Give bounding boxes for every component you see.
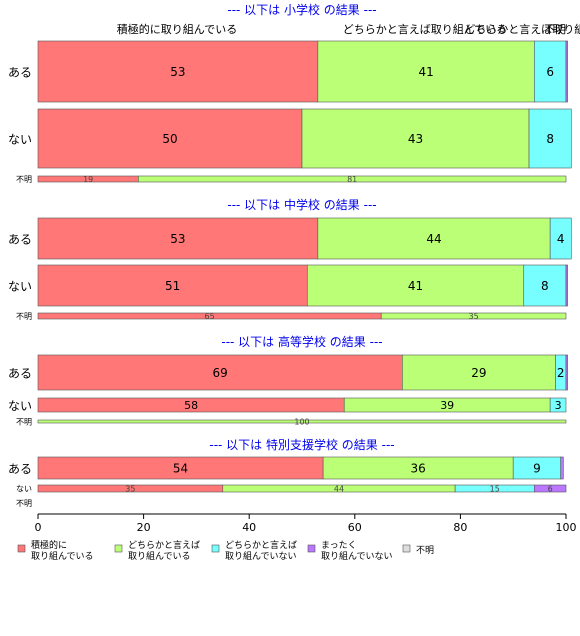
bar-data-label: 54 [173, 462, 188, 476]
bar-data-label: 36 [411, 462, 426, 476]
bar-data-label: 50 [162, 132, 177, 146]
legend-label-line: まったく [321, 540, 357, 551]
row-label: 不明 [16, 175, 32, 184]
bar-segment [37, 264, 308, 307]
legend-label-line: どちらかと言えば [128, 539, 200, 551]
bar-data-label: 2 [557, 366, 565, 380]
bar-segment [534, 40, 567, 103]
x-tick-label: 60 [348, 521, 362, 534]
panel-title: --- 以下は 中学校 の結果 --- [227, 197, 376, 212]
legend-swatch [307, 544, 316, 553]
legend-label-line: 積極的に [31, 539, 67, 551]
bar-data-label: 4 [557, 232, 565, 246]
bar-data-label: 65 [205, 312, 215, 321]
row-label: ある [8, 367, 32, 381]
bar-data-label: 53 [170, 65, 185, 79]
bar-segment [534, 484, 567, 493]
row-label: ある [8, 233, 32, 247]
row-label: ある [8, 66, 32, 80]
category-header: どちらかと言えば取り組んでいない [464, 23, 580, 36]
legend-label-line: 取り組んでいる [128, 550, 191, 562]
category-header: どちらかと言えば取り組んでいる [343, 23, 507, 36]
row-label: 不明 [16, 312, 32, 321]
bar-data-label: 100 [294, 418, 309, 427]
bar-data-label: 3 [555, 399, 562, 412]
x-tick-label: 80 [453, 521, 467, 534]
bar-data-label: 19 [83, 175, 93, 184]
bar-data-label: 35 [469, 312, 479, 321]
bar-data-label: 6 [548, 485, 553, 494]
legend-label-line: 取り組んでいない [225, 550, 297, 562]
legend-swatch [114, 544, 123, 553]
legend-label-line: 取り組んでいる [31, 550, 94, 562]
x-tick-label: 0 [35, 521, 42, 534]
bar-segment [138, 175, 567, 183]
legend-label-line: 取り組んでいない [321, 550, 393, 562]
bar-data-label: 39 [440, 399, 454, 412]
bar-segment [37, 108, 303, 169]
bar-data-label: 41 [418, 65, 433, 79]
legend-swatch [211, 544, 220, 553]
legend-swatch [17, 544, 26, 553]
bar-data-label: 53 [170, 232, 185, 246]
row-label: ない [16, 485, 32, 494]
bar-data-label: 69 [213, 366, 228, 380]
bar-data-label: 29 [471, 366, 486, 380]
legend-label: 不明 [416, 545, 434, 556]
bar-segment [402, 354, 556, 391]
bar-segment [317, 217, 551, 260]
bar-data-label: 15 [490, 485, 500, 494]
bar-segment [565, 40, 568, 103]
legend-label-line: 不明 [416, 545, 434, 556]
x-tick-label: 40 [242, 521, 256, 534]
row-label: 不明 [16, 499, 32, 508]
bar-segment [306, 264, 525, 307]
bar-data-label: 58 [184, 399, 198, 412]
bar-segment [528, 108, 572, 169]
panel-title: --- 以下は 特別支援学校 の結果 --- [209, 437, 394, 452]
bar-segment [565, 354, 568, 391]
x-tick-label: 20 [137, 521, 151, 534]
legend-label: どちらかと言えば取り組んでいる [128, 539, 200, 562]
bar-data-label: 41 [408, 279, 423, 293]
bar-segment [37, 217, 319, 260]
bar-data-label: 6 [546, 65, 554, 79]
bar-segment [301, 108, 530, 169]
row-label: ない [8, 280, 32, 294]
row-label: ない [8, 399, 32, 413]
bar-segment [523, 264, 567, 307]
bar-data-label: 9 [533, 462, 541, 476]
bar-data-label: 43 [408, 132, 423, 146]
bar-segment [37, 419, 567, 424]
bar-data-label: 51 [165, 279, 180, 293]
bar-data-label: 8 [541, 279, 549, 293]
legend-label-line: どちらかと言えば [225, 539, 297, 551]
row-label: 不明 [16, 418, 32, 427]
legend-label: まったく取り組んでいない [321, 540, 393, 562]
category-header: 不明 [544, 23, 566, 36]
row-label: ある [8, 462, 32, 476]
bar-segment [565, 264, 568, 307]
legend-label: 積極的に取り組んでいる [31, 539, 94, 562]
bar-segment [549, 397, 567, 413]
panel-title: --- 以下は 小学校 の結果 --- [227, 2, 376, 17]
bar-segment [560, 456, 564, 480]
bar-data-label: 44 [334, 485, 344, 494]
panel-title: --- 以下は 高等学校 の結果 --- [221, 334, 382, 349]
bar-data-label: 44 [426, 232, 441, 246]
legend-swatch [402, 544, 411, 553]
bar-segment [37, 40, 319, 103]
bar-segment [549, 217, 572, 260]
legend-label: どちらかと言えば取り組んでいない [225, 539, 297, 562]
x-tick-label: 100 [556, 521, 577, 534]
bar-data-label: 81 [347, 175, 357, 184]
bar-segment [380, 312, 567, 320]
bar-segment [37, 354, 403, 391]
category-header: 積極的に取り組んでいる [117, 22, 237, 36]
row-label: ない [8, 133, 32, 147]
bar-data-label: 8 [546, 132, 554, 146]
bar-data-label: 35 [125, 485, 135, 494]
